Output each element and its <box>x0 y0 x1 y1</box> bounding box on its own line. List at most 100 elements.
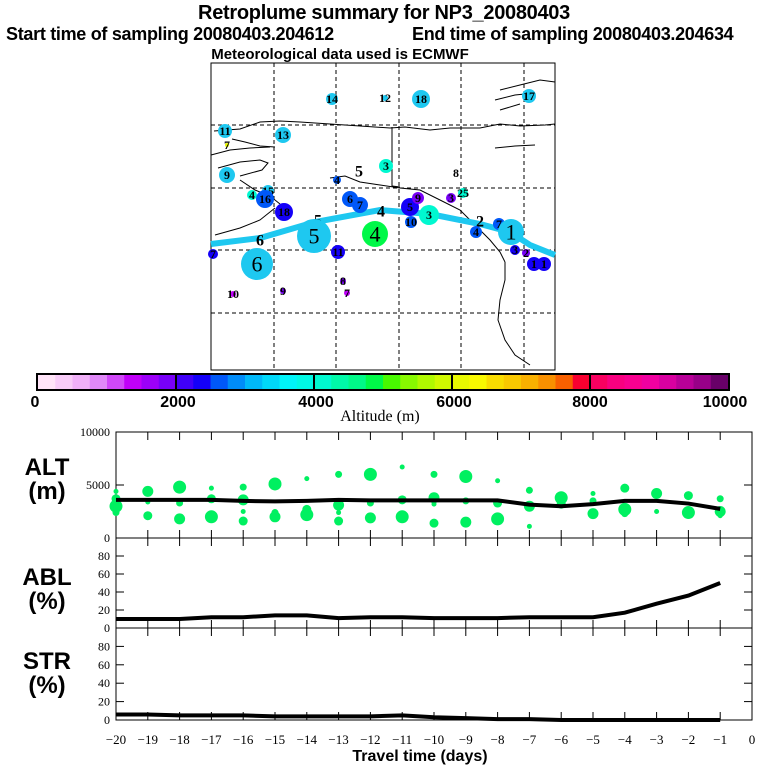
start-time-label: Start time of sampling 20080403.204612 <box>6 24 334 44</box>
altitude-cluster-point <box>651 487 663 499</box>
x-tick-label: −10 <box>424 732 444 747</box>
abl-ytick-label: 60 <box>98 567 110 581</box>
altitude-cluster-point <box>491 512 505 526</box>
altitude-cluster-point <box>554 491 568 505</box>
median-altitude-line <box>116 497 721 511</box>
cluster-label: 13 <box>277 128 289 142</box>
cluster-label: 7 <box>344 286 350 300</box>
alt-ytick-label: 10000 <box>80 425 110 439</box>
cluster-marker <box>510 245 520 255</box>
str-panel-label-2: (%) <box>28 672 66 699</box>
cluster-label: 3 <box>383 159 389 173</box>
altitude-cluster-point <box>334 516 344 526</box>
cluster-label: 1 <box>541 257 547 271</box>
cluster-label: 4 <box>473 225 479 239</box>
cluster-label: 5 <box>355 164 363 181</box>
str-ytick-label: 60 <box>98 658 110 672</box>
x-tick-label: −16 <box>233 732 254 747</box>
cluster-label: 1 <box>506 220 517 245</box>
cluster-marker <box>333 176 341 184</box>
cluster-markers: 1412181711137538944151667185932510324715… <box>208 89 551 301</box>
cluster-label: 4 <box>334 173 340 187</box>
altitude-cluster-point <box>459 470 473 484</box>
cluster-marker <box>470 226 482 238</box>
cluster-label: 17 <box>523 89 535 103</box>
altitude-cluster-point <box>716 495 724 503</box>
altitude-cluster-point <box>431 501 437 507</box>
x-tick-label: −19 <box>138 732 158 747</box>
cluster-label: 6 <box>256 233 264 250</box>
cluster-marker <box>362 221 388 247</box>
cluster-label: 11 <box>332 245 343 259</box>
cluster-label: 9 <box>224 168 230 182</box>
cluster-marker <box>225 143 229 147</box>
altitude-cluster-point <box>364 512 376 524</box>
cluster-marker <box>405 216 417 228</box>
str-ytick-label: 40 <box>98 676 110 690</box>
abl-ytick-label: 0 <box>104 621 110 635</box>
altitude-cluster-point <box>363 467 377 481</box>
cluster-label: 2 <box>523 246 529 260</box>
altitude-cluster-point <box>208 485 214 491</box>
altitude-cluster-point <box>395 510 409 524</box>
altitude-cluster-point <box>654 509 660 514</box>
cluster-label: 7 <box>357 198 363 212</box>
alt-panel-label-2: (m) <box>28 478 66 505</box>
colorbar-tick: 4000 <box>298 394 334 411</box>
cluster-marker <box>537 257 551 271</box>
altitude-cluster-point <box>399 464 405 470</box>
altitude-cluster-point <box>621 510 629 518</box>
x-tick-label: −13 <box>328 732 348 747</box>
cluster-marker <box>379 159 393 173</box>
str-ytick-label: 20 <box>98 695 110 709</box>
altitude-cluster-point <box>460 516 472 528</box>
x-tick-label: −20 <box>106 732 126 747</box>
cluster-marker <box>331 245 345 259</box>
altitude-cluster-point <box>336 510 342 516</box>
cluster-marker <box>208 249 218 259</box>
cluster-marker <box>256 190 274 208</box>
altitude-cluster-point <box>620 483 630 493</box>
str-line <box>116 712 721 722</box>
cluster-label: 3 <box>512 243 518 257</box>
cluster-label: 4 <box>377 204 385 221</box>
cluster-marker <box>458 188 468 198</box>
altitude-cluster-point <box>681 506 695 520</box>
abl-ytick-label: 80 <box>98 549 110 563</box>
cluster-label: 2 <box>476 214 484 231</box>
cluster-label: 4 <box>370 222 381 247</box>
cluster-marker <box>340 278 346 284</box>
abl-panel-label-2: (%) <box>28 588 66 615</box>
altitude-cluster-point <box>143 511 153 521</box>
cluster-marker <box>352 197 368 213</box>
x-tick-label: −12 <box>360 732 380 747</box>
altitude-cluster-point <box>240 509 246 514</box>
altitude-cluster-point <box>525 486 533 494</box>
altitude-cluster-point <box>429 518 439 528</box>
altitude-cluster-point <box>304 476 310 482</box>
abl-ytick-label: 40 <box>98 585 110 599</box>
x-tick-label: −6 <box>554 732 568 747</box>
str-panel-label-1: STR <box>23 648 71 675</box>
cluster-marker <box>326 93 338 105</box>
cluster-marker <box>412 192 424 204</box>
abl-ytick-label: 20 <box>98 603 110 617</box>
altitude-cluster-point <box>204 510 218 524</box>
str-ytick-label: 80 <box>98 639 110 653</box>
x-tick-label: −17 <box>201 732 222 747</box>
cluster-marker <box>382 95 388 101</box>
cluster-label: 3 <box>448 191 454 205</box>
cluster-marker <box>344 290 350 296</box>
x-tick-label: −3 <box>650 732 664 747</box>
cluster-marker <box>522 89 536 103</box>
x-tick-label: −14 <box>297 732 318 747</box>
colorbar-tick: 10000 <box>702 394 748 411</box>
cluster-label: 16 <box>259 192 271 206</box>
cluster-marker <box>230 291 236 297</box>
cluster-label: 9 <box>415 191 421 205</box>
cluster-label: 7 <box>224 138 230 152</box>
cluster-label: 18 <box>278 205 290 219</box>
altitude-cluster-point <box>112 509 120 517</box>
x-tick-label: −11 <box>392 732 412 747</box>
